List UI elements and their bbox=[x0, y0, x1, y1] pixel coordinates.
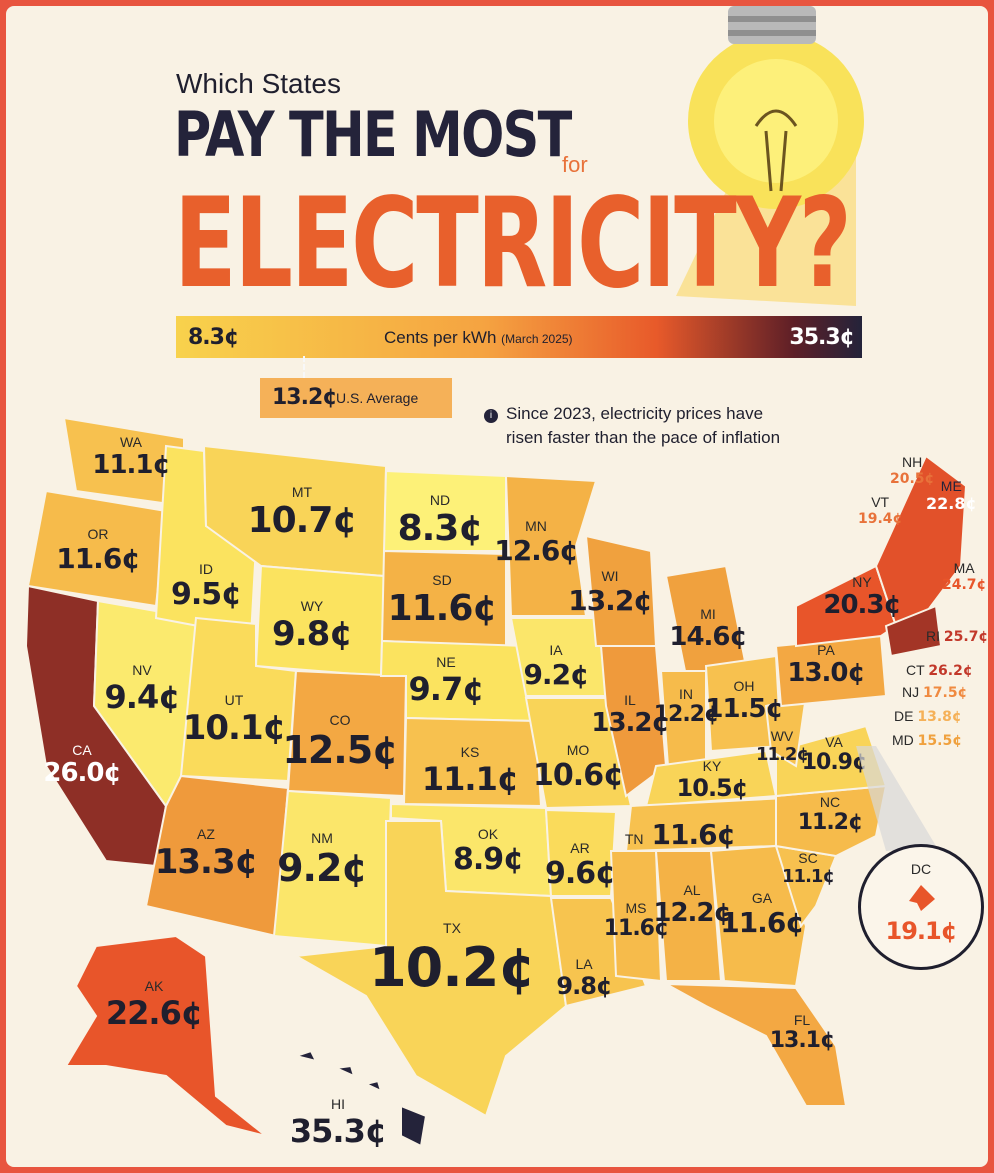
state-shape-ar bbox=[544, 808, 618, 897]
state-shape-az bbox=[144, 774, 290, 938]
dc-value: 19.1¢ bbox=[885, 917, 958, 945]
state-label-nv: NV 9.4¢ bbox=[104, 662, 181, 716]
state-label-tn: TN 11.6¢ bbox=[624, 818, 736, 851]
us-average-value: 13.2¢ bbox=[272, 385, 338, 410]
scale-label: Cents per kWh (March 2025) bbox=[384, 328, 573, 348]
state-label-nd: ND 8.3¢ bbox=[397, 492, 484, 549]
state-label-in: IN 12.2¢ bbox=[653, 686, 720, 727]
scale-min-value: 8.3¢ bbox=[188, 325, 239, 350]
state-label-il: IL 13.2¢ bbox=[591, 692, 669, 738]
state-label-wy: WY 9.8¢ bbox=[272, 598, 353, 654]
state-label-mi: MI 14.6¢ bbox=[669, 606, 747, 652]
state-label-mo: MO 10.6¢ bbox=[533, 742, 624, 793]
state-shape-tx bbox=[292, 820, 568, 1118]
dc-shape-icon bbox=[909, 885, 935, 911]
dc-callout: DC 19.1¢ bbox=[858, 844, 984, 970]
state-label-ca: CA 26.0¢ bbox=[43, 742, 121, 788]
state-shape-ms bbox=[609, 850, 663, 983]
state-shape-ga bbox=[709, 844, 808, 988]
state-label-al: AL 12.2¢ bbox=[653, 882, 731, 928]
state-label-nh: NH 20.5¢ bbox=[890, 454, 935, 487]
state-label-ar: AR 9.6¢ bbox=[544, 840, 616, 891]
state-label-ok: OK 8.9¢ bbox=[452, 826, 524, 877]
state-label-ma: MA 24.7¢ bbox=[942, 560, 987, 593]
state-label-vt: VT 19.4¢ bbox=[858, 494, 903, 527]
state-shape-il bbox=[599, 645, 668, 798]
title-main: PAY THE MOST bbox=[174, 98, 572, 171]
state-label-ny: NY 20.3¢ bbox=[823, 574, 901, 620]
state-shape-mn bbox=[504, 474, 598, 617]
us-map bbox=[24, 416, 968, 1148]
state-label-id: ID 9.5¢ bbox=[170, 561, 242, 612]
inflation-note: i Since 2023, electricity prices have ris… bbox=[484, 402, 904, 450]
state-label-md: MD 15.5¢ bbox=[892, 732, 962, 749]
state-label-or: OR 11.6¢ bbox=[56, 526, 141, 575]
title-prefix: Which States bbox=[176, 68, 341, 99]
color-scale-bar: 8.3¢ Cents per kWh (March 2025) 35.3¢ bbox=[176, 316, 862, 358]
title-for: for bbox=[562, 152, 588, 177]
state-label-tx: TX 10.2¢ bbox=[369, 920, 536, 999]
state-label-fl: FL 13.1¢ bbox=[769, 1012, 836, 1053]
dc-callout-beam bbox=[856, 746, 936, 851]
state-shape-al bbox=[654, 850, 723, 982]
state-shape-la bbox=[549, 897, 648, 1008]
state-shape-nd bbox=[382, 469, 507, 552]
state-label-de: DE 13.8¢ bbox=[894, 708, 962, 725]
scale-unit: Cents per kWh bbox=[384, 328, 497, 347]
state-label-wi: WI 13.2¢ bbox=[568, 568, 653, 617]
state-shape-ak bbox=[64, 934, 267, 1137]
state-shape-hi bbox=[292, 1049, 428, 1148]
state-shape-ks bbox=[402, 716, 543, 808]
us-average-box: 13.2¢ U.S. Average bbox=[260, 378, 452, 418]
state-label-oh: OH 11.5¢ bbox=[705, 678, 783, 724]
state-label-nj: NJ 17.5¢ bbox=[902, 684, 968, 701]
state-label-ak: AK 22.6¢ bbox=[105, 978, 203, 1032]
state-label-nm: NM 9.2¢ bbox=[277, 830, 368, 890]
state-label-ne: NE 9.7¢ bbox=[408, 654, 485, 708]
scale-max-value: 35.3¢ bbox=[789, 325, 855, 350]
state-label-az: AZ 13.3¢ bbox=[154, 826, 259, 882]
title-electricity: ELECTRICITY? bbox=[174, 172, 852, 316]
state-shape-ne-south bbox=[884, 604, 943, 658]
state-label-ia: IA 9.2¢ bbox=[523, 642, 589, 691]
state-label-me: ME 22.8¢ bbox=[926, 478, 977, 513]
dc-label: DC bbox=[910, 861, 932, 877]
state-label-va: VA 10.9¢ bbox=[801, 734, 868, 775]
average-marker bbox=[303, 356, 305, 378]
state-label-wa: WA 11.1¢ bbox=[92, 434, 170, 480]
state-label-sd: SD 11.6¢ bbox=[387, 572, 498, 629]
state-label-mn: MN 12.6¢ bbox=[494, 518, 579, 567]
state-shape-fl bbox=[665, 983, 848, 1107]
state-label-ga: GA 11.6¢ bbox=[720, 890, 805, 939]
state-label-ut: UT 10.1¢ bbox=[182, 692, 287, 748]
state-label-wv: WV 11.2¢ bbox=[756, 728, 809, 765]
state-label-ky: KY 10.5¢ bbox=[676, 758, 749, 802]
info-icon: i bbox=[484, 409, 498, 423]
state-label-mt: MT 10.7¢ bbox=[247, 484, 358, 541]
state-label-pa: PA 13.0¢ bbox=[787, 642, 865, 688]
lightbulb-icon bbox=[676, 6, 864, 306]
state-label-sc: SC 11.1¢ bbox=[782, 850, 835, 887]
state-label-ct: CT 26.2¢ bbox=[906, 662, 973, 679]
scale-period: (March 2025) bbox=[501, 332, 573, 346]
state-label-hi: HI 35.3¢ bbox=[289, 1096, 387, 1150]
state-label-ms: MS 11.6¢ bbox=[603, 900, 670, 941]
state-label-nc: NC 11.2¢ bbox=[797, 794, 864, 835]
us-average-label: U.S. Average bbox=[336, 390, 419, 406]
state-label-ri: RI 25.7¢ bbox=[926, 628, 988, 645]
state-label-ks: KS 11.1¢ bbox=[421, 744, 519, 798]
state-label-la: LA 9.8¢ bbox=[556, 956, 612, 1000]
state-label-co: CO 12.5¢ bbox=[282, 712, 398, 772]
infographic: Which States PAY THE MOST for ELECTRICIT… bbox=[6, 6, 988, 1167]
